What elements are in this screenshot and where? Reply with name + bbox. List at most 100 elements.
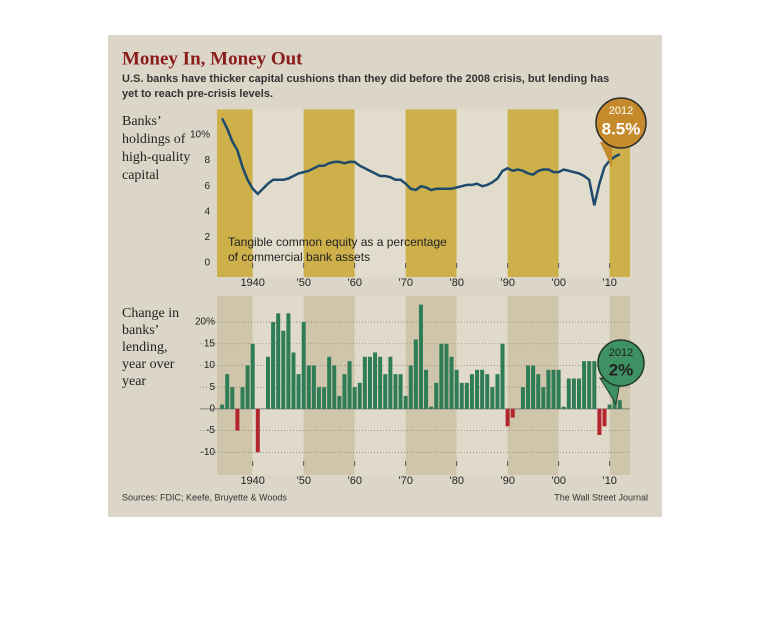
bar	[362, 356, 367, 409]
bar	[510, 408, 515, 418]
side-label: high-quality	[122, 150, 190, 165]
y-tick-label: 2	[204, 232, 210, 243]
side-label: year	[122, 374, 146, 389]
bar	[352, 387, 357, 409]
bar	[311, 365, 316, 409]
bar	[383, 374, 388, 409]
side-label: year over	[122, 357, 175, 372]
y-tick-label: 15	[204, 338, 216, 349]
x-tick-label: ’90	[500, 277, 515, 289]
bar	[541, 387, 546, 409]
bar	[316, 387, 321, 409]
y-tick-label: 4	[204, 206, 210, 217]
x-tick-label: ’70	[398, 475, 413, 487]
bar	[296, 374, 301, 409]
callout-year: 2012	[609, 105, 633, 117]
bar	[505, 408, 510, 427]
bar	[250, 343, 255, 409]
x-tick-label: ’60	[347, 475, 362, 487]
bar	[373, 352, 378, 409]
decade-band	[252, 109, 304, 278]
bar	[490, 387, 495, 409]
bar	[582, 361, 587, 409]
callout-year: 2012	[609, 347, 633, 359]
x-tick-label: 1940	[240, 475, 264, 487]
bar	[536, 374, 541, 409]
bar	[393, 374, 398, 409]
x-tick-label: ’00	[551, 475, 566, 487]
callout	[597, 339, 645, 387]
decade-band	[217, 109, 253, 278]
bar	[561, 406, 566, 409]
bar	[424, 369, 429, 409]
decade-band	[303, 109, 355, 278]
bar	[520, 387, 525, 409]
bar	[602, 408, 607, 427]
x-tick-label: ’50	[296, 475, 311, 487]
bar	[434, 382, 439, 409]
callout	[595, 97, 647, 149]
bar	[556, 369, 561, 409]
side-label: Banks’	[122, 114, 162, 129]
bar	[439, 343, 444, 409]
source: Sources: FDIC; Keefe, Bruyette & Woods	[122, 492, 287, 502]
bar	[566, 378, 571, 409]
y-tick-label: 10	[204, 360, 216, 371]
y-tick-label: 10%	[190, 130, 210, 141]
bar	[378, 356, 383, 409]
bar	[495, 374, 500, 409]
bar	[464, 382, 469, 409]
decade-band	[405, 109, 457, 278]
bar	[526, 365, 531, 409]
bar	[459, 382, 464, 409]
bar	[230, 387, 235, 409]
bar	[429, 406, 434, 409]
line	[220, 117, 621, 206]
x-tick-label: ’90	[500, 475, 515, 487]
bar	[617, 400, 622, 409]
decade-band	[456, 109, 508, 278]
bar	[592, 361, 597, 409]
bar	[607, 404, 612, 409]
bar	[327, 356, 332, 409]
bar	[337, 395, 342, 409]
bar	[332, 365, 337, 409]
x-tick-label: 1940	[240, 277, 264, 289]
side-label: lending,	[122, 340, 168, 355]
x-tick-label: ’10	[602, 475, 617, 487]
bar	[265, 356, 270, 409]
x-tick-label: ’80	[449, 475, 464, 487]
subtitle: U.S. banks have thicker capital cushions…	[122, 73, 609, 85]
bar	[469, 374, 474, 409]
bar	[347, 361, 352, 409]
bar	[245, 365, 250, 409]
bar	[291, 352, 296, 409]
bar	[413, 339, 418, 409]
bar	[587, 361, 592, 409]
y-tick-label: -5	[206, 425, 215, 436]
bar	[220, 404, 225, 409]
decade-band	[405, 296, 457, 475]
bar	[577, 378, 582, 409]
callout-value: 8.5%	[602, 119, 641, 138]
bar	[480, 369, 485, 409]
bar	[398, 374, 403, 409]
chart-title: Money In, Money Out	[122, 48, 303, 69]
y-tick-label: 5	[209, 382, 215, 393]
bar	[444, 343, 449, 409]
bar	[485, 374, 490, 409]
x-tick-label: ’60	[347, 277, 362, 289]
bar	[240, 387, 245, 409]
bar	[403, 395, 408, 409]
bar	[454, 369, 459, 409]
bar	[255, 408, 260, 453]
bar	[322, 387, 327, 409]
note: Tangible common equity as a percentage	[228, 235, 447, 249]
y-tick-label: 20%	[195, 317, 215, 328]
bar	[551, 369, 556, 409]
credit: The Wall Street Journal	[554, 492, 648, 502]
x-tick-label: ’70	[398, 277, 413, 289]
decade-band	[507, 109, 559, 278]
y-tick-label: -10	[201, 447, 216, 458]
